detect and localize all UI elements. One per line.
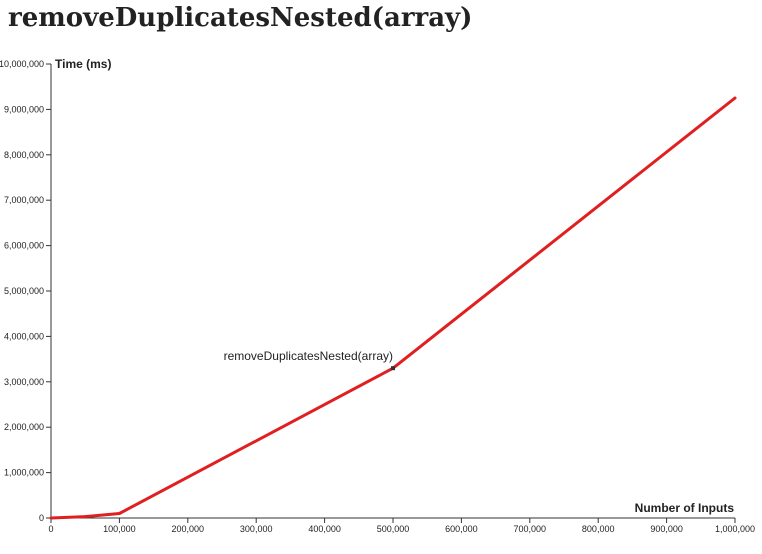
y-tick-label: 6,000,000 [4, 241, 44, 251]
y-tick-label: 0 [39, 513, 44, 523]
y-axis-title: Time (ms) [55, 57, 111, 71]
x-tick-label: 500,000 [377, 524, 410, 534]
y-tick-label: 2,000,000 [4, 422, 44, 432]
y-tick-label: 5,000,000 [4, 286, 44, 296]
y-tick-label: 4,000,000 [4, 331, 44, 341]
y-tick-label: 3,000,000 [4, 377, 44, 387]
y-tick-label: 1,000,000 [4, 468, 44, 478]
x-tick-label: 300,000 [240, 524, 273, 534]
x-tick-label: 800,000 [582, 524, 615, 534]
y-tick-label: 8,000,000 [4, 150, 44, 160]
y-axis: 0 1,000,000 2,000,000 3,000,000 4,000,000 5,0… [0, 59, 52, 523]
y-tick-label: 7,000,000 [4, 195, 44, 205]
data-point [117, 511, 121, 515]
x-tick-label: 1,000,000 [715, 524, 755, 534]
x-tick-label: 200,000 [172, 524, 205, 534]
x-tick-label: 100,000 [103, 524, 136, 534]
y-tick-label: 10,000,000 [0, 59, 44, 69]
x-axis-title: Number of Inputs [635, 501, 735, 515]
x-tick-label: 700,000 [514, 524, 547, 534]
x-tick-label: 0 [48, 524, 53, 534]
data-point [49, 516, 53, 520]
series-label: removeDuplicatesNested(array) [224, 349, 393, 363]
x-tick-label: 900,000 [650, 524, 683, 534]
x-axis: 0 100,000 200,000 300,000 400,000 500,000 600,… [48, 517, 755, 534]
x-tick-label: 400,000 [308, 524, 341, 534]
series-layer: removeDuplicatesNested(array) [49, 96, 737, 520]
series-line [50, 96, 736, 520]
data-point [83, 515, 87, 519]
data-point [733, 96, 737, 100]
page-title: removeDuplicatesNested(array) [8, 3, 473, 33]
y-tick-label: 9,000,000 [4, 104, 44, 114]
x-tick-label: 600,000 [445, 524, 478, 534]
annotation-marker [391, 366, 395, 371]
